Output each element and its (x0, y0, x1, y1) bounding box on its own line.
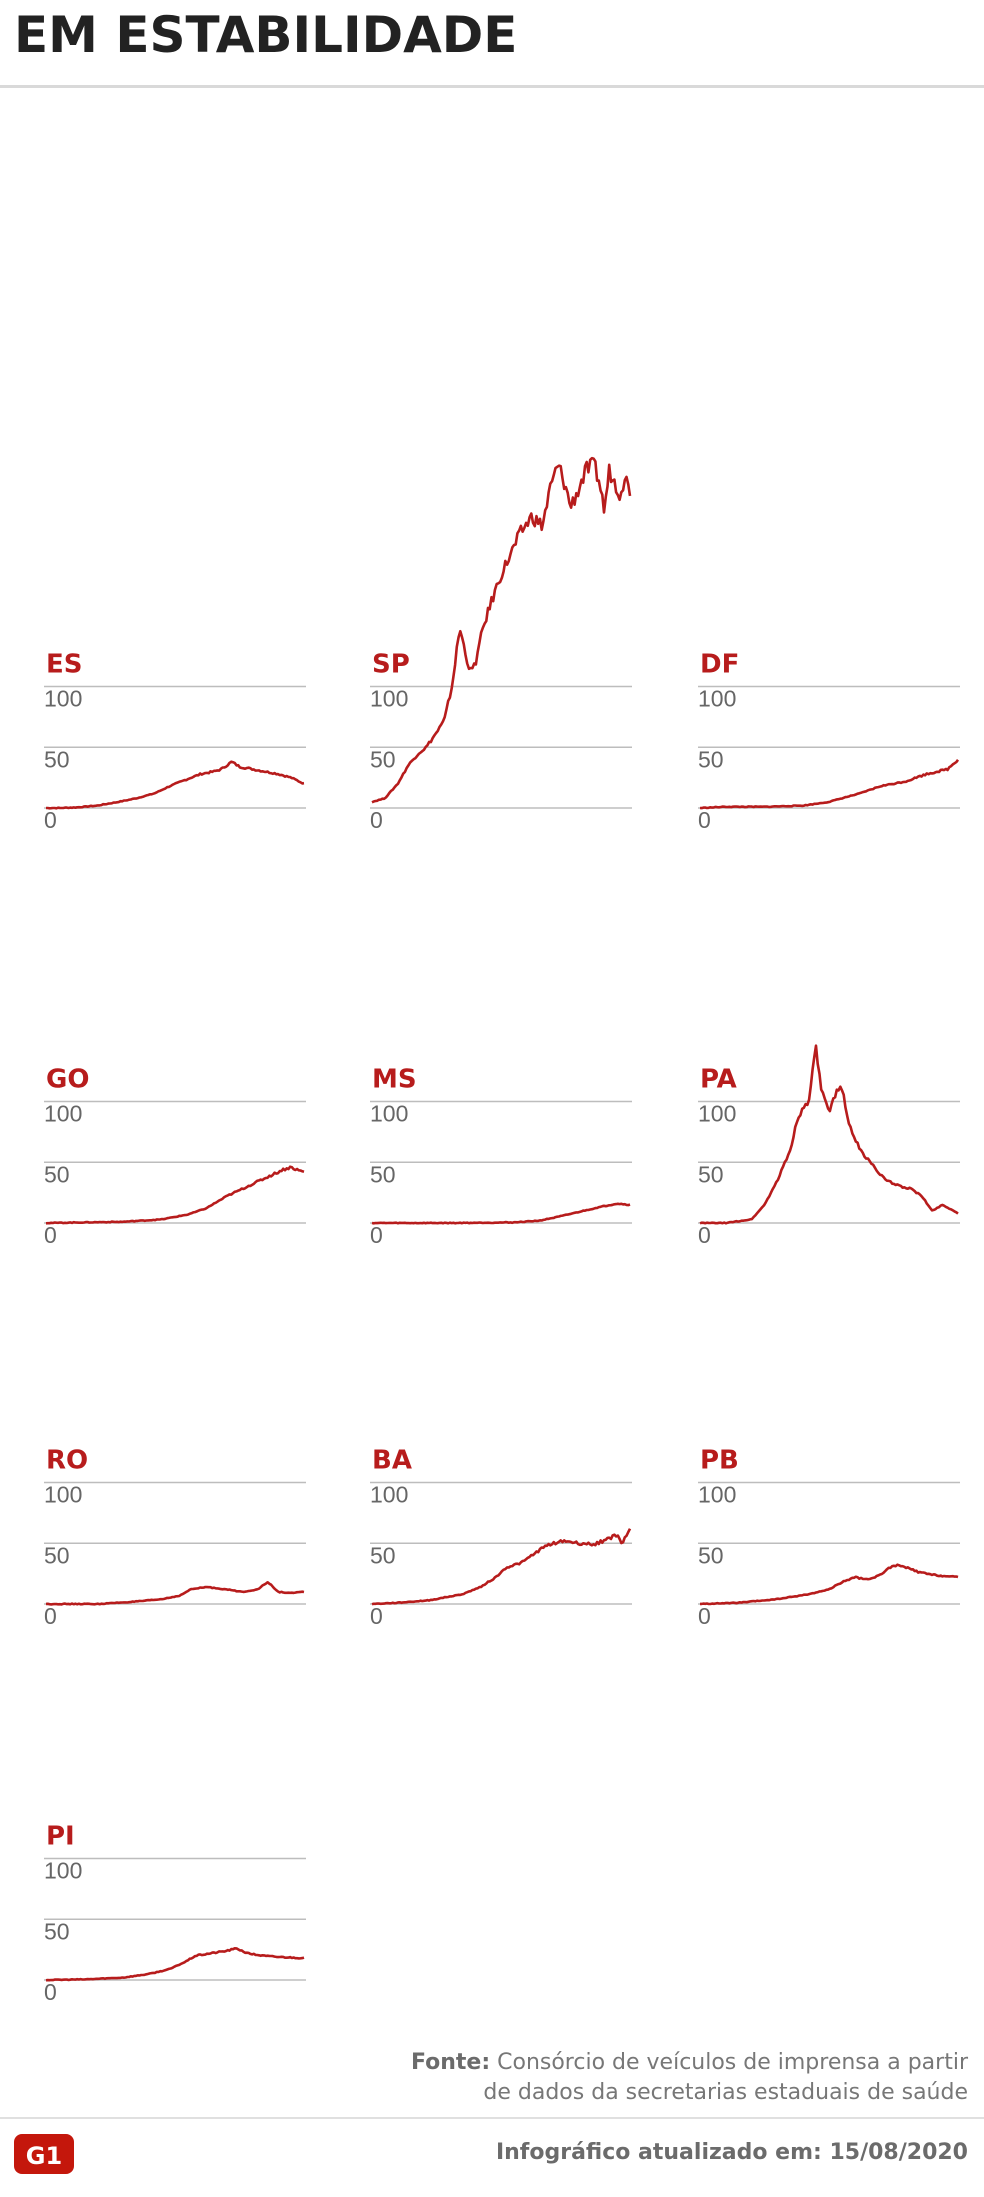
source-line-2: de dados da secretarias estaduais de saú… (483, 2080, 968, 2105)
state-label: PI (46, 1822, 75, 1852)
state-chart-pa: 100 50 0 PA (698, 1044, 960, 1248)
y-tick-label: 50 (698, 746, 724, 772)
series-line-pa (699, 1044, 959, 1225)
state-label: RO (46, 1446, 88, 1476)
y-tick-label: 100 (44, 686, 82, 712)
y-tick-label: 100 (698, 1482, 736, 1508)
y-tick-label: 0 (698, 1603, 711, 1629)
state-chart-df: 100 50 0 DF (698, 650, 960, 833)
y-tick-label: 50 (370, 1161, 396, 1187)
source-line-1: Consórcio de veículos de imprensa a part… (497, 2050, 968, 2075)
y-tick-label: 100 (370, 1482, 408, 1508)
y-tick-label: 0 (698, 1222, 711, 1248)
logo-text: G1 (26, 2142, 62, 2170)
y-tick-label: 0 (44, 1222, 57, 1248)
y-tick-label: 100 (44, 1101, 82, 1127)
y-tick-label: 0 (370, 807, 383, 833)
series-line-sp (371, 456, 632, 804)
y-tick-label: 100 (370, 1101, 408, 1127)
state-chart-pb: 100 50 0 PB (698, 1446, 960, 1629)
y-tick-label: 50 (44, 1918, 70, 1944)
series-line-ba (371, 1528, 632, 1606)
state-label: PA (700, 1065, 737, 1095)
y-tick-label: 50 (44, 1161, 70, 1187)
state-label: DF (700, 650, 739, 680)
small-multiples-charts: 100 50 0 ES 100 50 0 SP 100 50 0 DF 100 50 0 GO 100 50 0 MS… (44, 456, 960, 2005)
series-line-pi (45, 1947, 305, 1982)
series-line-df (699, 759, 960, 810)
state-chart-pi: 100 50 0 PI (44, 1822, 306, 2005)
y-tick-label: 0 (44, 1979, 57, 2005)
state-chart-go: 100 50 0 GO (44, 1065, 306, 1248)
y-tick-label: 0 (44, 807, 57, 833)
y-tick-label: 0 (44, 1603, 57, 1629)
series-line-ms (371, 1202, 631, 1225)
updated-date: Infográfico atualizado em: 15/08/2020 (495, 2140, 968, 2165)
source-note: Fonte: Consórcio de veículos de imprensa… (268, 2048, 968, 2108)
series-line-es (46, 760, 305, 810)
y-tick-label: 100 (44, 1858, 82, 1884)
y-tick-label: 50 (44, 746, 70, 772)
series-line-pb (700, 1563, 959, 1606)
y-tick-label: 50 (370, 1542, 396, 1568)
series-line-ro (45, 1581, 305, 1606)
state-chart-sp: 100 50 0 SP (370, 456, 632, 833)
y-tick-label: 0 (370, 1603, 383, 1629)
y-tick-label: 0 (370, 1222, 383, 1248)
state-chart-ro: 100 50 0 RO (44, 1446, 306, 1629)
y-tick-label: 50 (370, 746, 396, 772)
y-tick-label: 100 (698, 686, 736, 712)
footer-divider (0, 2117, 984, 2119)
y-tick-label: 50 (698, 1542, 724, 1568)
y-tick-label: 50 (698, 1161, 724, 1187)
series-line-go (45, 1165, 305, 1225)
y-tick-label: 50 (44, 1542, 70, 1568)
state-chart-ms: 100 50 0 MS (370, 1065, 632, 1248)
state-label: SP (372, 650, 410, 680)
g1-logo: G1 (14, 2134, 74, 2174)
source-label: Fonte: (410, 2050, 491, 2075)
page-title: EM ESTABILIDADE (14, 6, 518, 64)
y-tick-label: 100 (370, 686, 408, 712)
state-label: ES (46, 650, 83, 680)
y-tick-label: 100 (698, 1101, 736, 1127)
title-divider (0, 85, 984, 88)
state-chart-ba: 100 50 0 BA (370, 1446, 632, 1629)
y-tick-label: 0 (698, 807, 711, 833)
state-label: BA (372, 1446, 412, 1476)
state-label: MS (372, 1065, 417, 1095)
state-label: PB (700, 1446, 739, 1476)
state-label: GO (46, 1065, 89, 1095)
y-tick-label: 100 (44, 1482, 82, 1508)
state-chart-es: 100 50 0 ES (44, 650, 306, 833)
